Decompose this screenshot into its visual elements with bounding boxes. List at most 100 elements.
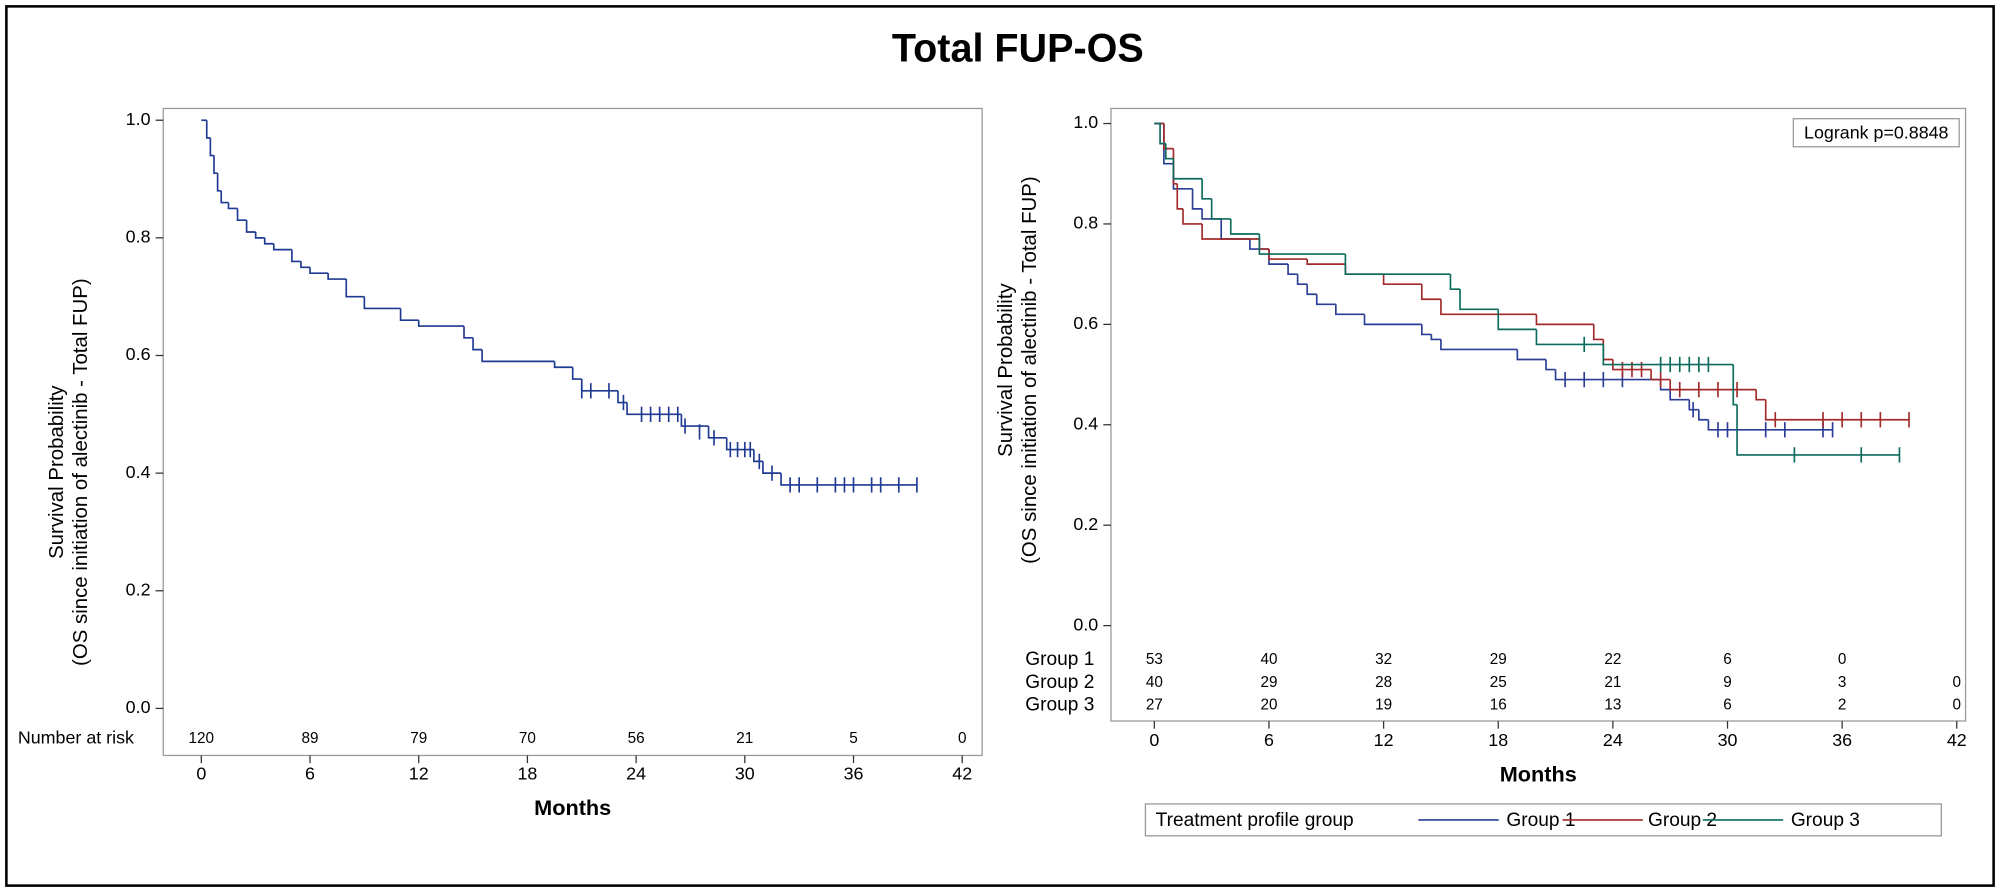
survival-step — [309, 267, 329, 274]
survival-step — [1764, 399, 1910, 421]
at-risk-count: 16 — [1490, 697, 1507, 714]
survival-step — [1440, 299, 1537, 316]
survival-step — [1306, 284, 1317, 296]
legend-box — [1144, 803, 1942, 837]
survival-step — [762, 461, 782, 474]
annotation-box — [1792, 118, 1960, 148]
legend-label: Group 3 — [1791, 810, 1860, 831]
at-risk-count: 70 — [519, 730, 536, 747]
x-tick-label: 18 — [517, 763, 537, 783]
at-risk-count: 13 — [1604, 697, 1621, 714]
figure-frame — [5, 5, 1995, 887]
at-risk-count: 56 — [628, 730, 645, 747]
plot-frame — [1110, 107, 1967, 722]
x-tick-label: 0 — [196, 763, 206, 783]
survival-step — [1736, 404, 1900, 456]
survival-step — [1315, 294, 1336, 306]
survival-step — [1258, 239, 1269, 250]
survival-step — [1258, 233, 1346, 255]
survival-step — [236, 208, 247, 222]
x-tick-label: 6 — [1264, 730, 1274, 750]
survival-step — [1440, 339, 1518, 351]
survival-step — [1201, 223, 1260, 240]
x-axis-title: Months — [1500, 762, 1577, 787]
survival-step — [1172, 158, 1203, 180]
survival-step — [1164, 143, 1174, 160]
at-risk-count: 53 — [1146, 651, 1163, 668]
y-axis-title: Survival Probability — [46, 385, 68, 559]
at-risk-count: 0 — [1953, 697, 1962, 714]
survival-step — [209, 137, 214, 157]
y-tick-label: 0.8 — [126, 227, 151, 247]
survival-step — [291, 249, 301, 263]
survival-step — [1707, 419, 1833, 431]
survival-step — [213, 155, 218, 174]
at-risk-count: 29 — [1260, 674, 1277, 691]
survival-step — [1210, 198, 1231, 220]
survival-step — [1612, 359, 1652, 371]
y-tick-label: 0.4 — [1073, 413, 1098, 433]
survival-step — [1669, 389, 1690, 401]
survival-step — [300, 261, 311, 269]
x-tick-label: 36 — [1832, 730, 1852, 750]
survival-step — [1344, 264, 1384, 275]
survival-step — [1220, 218, 1250, 240]
survival-step — [1201, 178, 1212, 200]
survival-step — [1268, 249, 1308, 260]
survival-step — [272, 243, 292, 251]
survival-step — [327, 273, 347, 280]
survival-step — [1172, 163, 1193, 190]
survival-step — [1535, 329, 1604, 346]
x-axis-title: Months — [534, 795, 611, 820]
x-tick-label: 12 — [409, 763, 429, 783]
y-tick-label: 0.0 — [1073, 614, 1098, 634]
at-risk-count: 89 — [302, 730, 319, 747]
survival-step — [472, 337, 483, 351]
survival-step — [263, 237, 274, 245]
survival-step — [1229, 218, 1260, 235]
y-tick-label: 0.2 — [1073, 514, 1098, 534]
y-axis-title: Survival Probability — [995, 282, 1017, 456]
survival-step — [1535, 314, 1594, 326]
at-risk-count: 20 — [1260, 697, 1277, 714]
x-tick-label: 42 — [952, 763, 972, 783]
survival-step — [1163, 123, 1174, 150]
y-tick-label: 1.0 — [126, 109, 151, 129]
survival-step — [1420, 324, 1432, 336]
survival-step — [1268, 249, 1289, 265]
survival-step — [1592, 324, 1604, 341]
survival-step — [1516, 349, 1547, 361]
y-tick-label: 0.6 — [1073, 313, 1098, 333]
x-tick-label: 36 — [844, 763, 864, 783]
survival-step — [1191, 188, 1203, 210]
at-risk-count: 21 — [736, 730, 753, 747]
survival-step — [205, 120, 211, 139]
survival-step — [1732, 364, 1738, 406]
y-tick-label: 0.2 — [126, 579, 151, 599]
x-tick-label: 6 — [305, 763, 315, 783]
survival-step — [227, 202, 238, 210]
legend-label: Group 2 — [1648, 810, 1717, 831]
survival-step — [707, 426, 727, 439]
annotation: Logrank p=0.8848 — [1804, 123, 1949, 143]
survival-step — [254, 231, 265, 239]
survival-step — [399, 308, 419, 322]
legend-title: Treatment profile group — [1156, 810, 1354, 831]
survival-step — [1344, 254, 1451, 275]
survival-step — [417, 320, 465, 327]
x-tick-label: 30 — [735, 763, 755, 783]
survival-step — [1182, 208, 1203, 225]
x-tick-label: 24 — [1603, 730, 1623, 750]
survival-step — [1698, 409, 1709, 421]
survival-step — [1688, 399, 1699, 411]
survival-step — [1459, 289, 1499, 311]
survival-step — [1335, 304, 1365, 316]
survival-step — [1669, 379, 1757, 391]
survival-step — [1602, 344, 1734, 366]
at-risk-count: 3 — [1838, 674, 1847, 691]
survival-step — [1430, 334, 1441, 341]
y-tick-label: 0.0 — [126, 697, 151, 717]
survival-step — [580, 379, 618, 392]
x-tick-label: 18 — [1488, 730, 1508, 750]
